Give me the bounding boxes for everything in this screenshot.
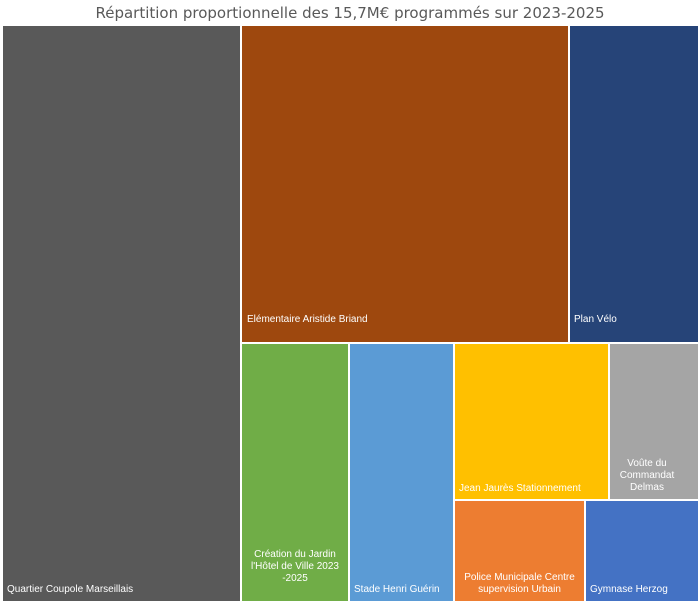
tile-label-gymnase-herzog: Gymnase Herzog xyxy=(590,584,668,595)
tile-label-jean-jaures-stationnement: Jean Jaurès Stationnement xyxy=(459,483,581,494)
tile-label-elementaire-aristide-briand: Elémentaire Aristide Briand xyxy=(247,314,368,325)
tile-gymnase-herzog: Gymnase Herzog xyxy=(585,500,699,602)
tile-creation-jardin: Création du Jardin l'Hôtel de Ville 2023… xyxy=(241,343,349,602)
tile-label-police-municipale: Police Municipale Centre supervision Urb… xyxy=(464,572,575,595)
tile-plan-velo: Plan Vélo xyxy=(569,25,699,343)
tile-voute-commandat-delmas: Voûte du Commandat Delmas xyxy=(609,343,699,500)
tile-stade-henri-guerin: Stade Henri Guérin xyxy=(349,343,454,602)
tile-label-quartier-coupole: Quartier Coupole Marseillais xyxy=(7,584,134,595)
tile-label-voute-commandat-delmas: Voûte du Commandat Delmas xyxy=(619,458,675,493)
chart-title: Répartition proportionnelle des 15,7M€ p… xyxy=(95,4,605,22)
tile-jean-jaures-stationnement: Jean Jaurès Stationnement xyxy=(454,343,609,500)
tile-police-municipale: Police Municipale Centre supervision Urb… xyxy=(454,500,585,602)
tile-label-creation-jardin: Création du Jardin l'Hôtel de Ville 2023… xyxy=(251,549,339,584)
tile-label-plan-velo: Plan Vélo xyxy=(574,314,617,325)
tile-elementaire-aristide-briand: Elémentaire Aristide Briand xyxy=(241,25,569,343)
tile-quartier-coupole: Quartier Coupole Marseillais xyxy=(2,25,241,602)
tile-label-stade-henri-guerin: Stade Henri Guérin xyxy=(354,584,440,595)
